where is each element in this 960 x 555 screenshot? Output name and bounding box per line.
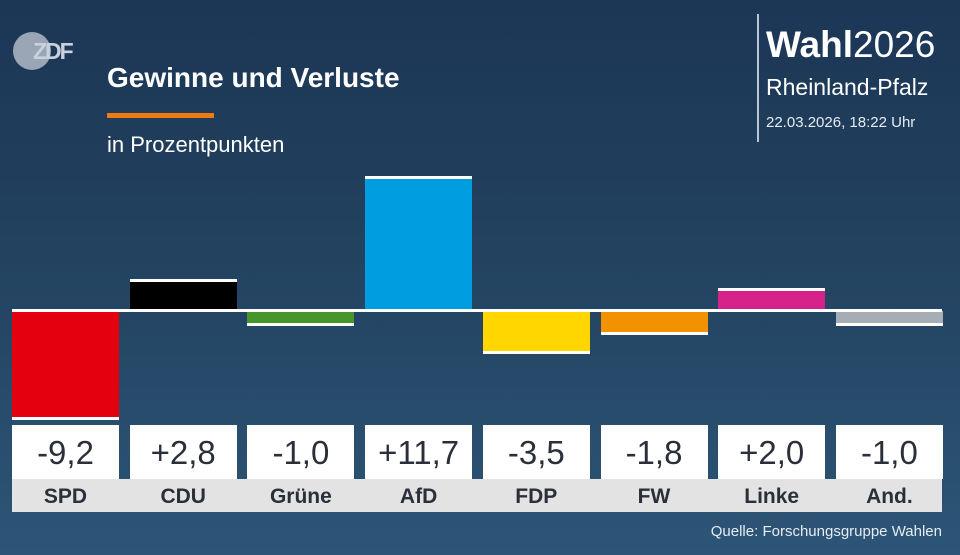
bar-cap (365, 176, 473, 180)
bar-cap (129, 278, 237, 282)
bar-cap (718, 288, 826, 291)
party-label: Linke (744, 485, 800, 508)
zero-baseline (12, 309, 942, 312)
party-label: Grüne (269, 485, 332, 508)
bar-Grüne (247, 311, 355, 326)
bar-FW (600, 311, 708, 335)
bar-Linke (718, 288, 826, 311)
bar-CDU (129, 278, 237, 311)
value-label: -1,8 (600, 425, 708, 479)
brand-title: Wahl2026 (766, 24, 935, 66)
zdf-logo-text: ZDF (33, 38, 74, 64)
brand-year: 2026 (853, 24, 936, 65)
party-label: FDP (515, 485, 558, 508)
bar-cap (12, 416, 119, 420)
party-label: AfD (399, 485, 438, 508)
region: Rheinland-Pfalz (766, 74, 929, 100)
chart-subtitle: in Prozentpunkten (107, 132, 285, 157)
bar-FDP (482, 311, 590, 355)
bar-AfD (365, 176, 473, 311)
party-label: CDU (160, 485, 206, 508)
value-label: -1,0 (247, 425, 355, 479)
bar-cap (482, 351, 590, 355)
bar-And. (835, 311, 943, 326)
chart-title: Gewinne und Verluste (107, 62, 400, 93)
header-divider (757, 14, 759, 142)
zdf-logo (13, 32, 51, 70)
bar-SPD (12, 311, 119, 420)
value-label: +2,8 (129, 425, 237, 479)
source: Quelle: Forschungsgruppe Wahlen (710, 523, 942, 540)
bar-cap (247, 322, 355, 326)
bar-cap (600, 331, 708, 335)
bar-cap (835, 322, 943, 326)
value-label: -1,0 (835, 425, 943, 479)
party-label: SPD (43, 485, 88, 508)
party-label: And. (866, 485, 913, 508)
timestamp: 22.03.2026, 18:22 Uhr (766, 114, 916, 131)
value-label: +2,0 (718, 425, 826, 479)
value-label: +11,7 (365, 425, 473, 479)
value-label: -3,5 (482, 425, 590, 479)
brand-bold: Wahl (766, 24, 854, 65)
value-label: -9,2 (12, 425, 119, 479)
party-name-strip (12, 479, 942, 512)
title-accent-line (107, 113, 214, 118)
party-label: FW (637, 485, 671, 508)
